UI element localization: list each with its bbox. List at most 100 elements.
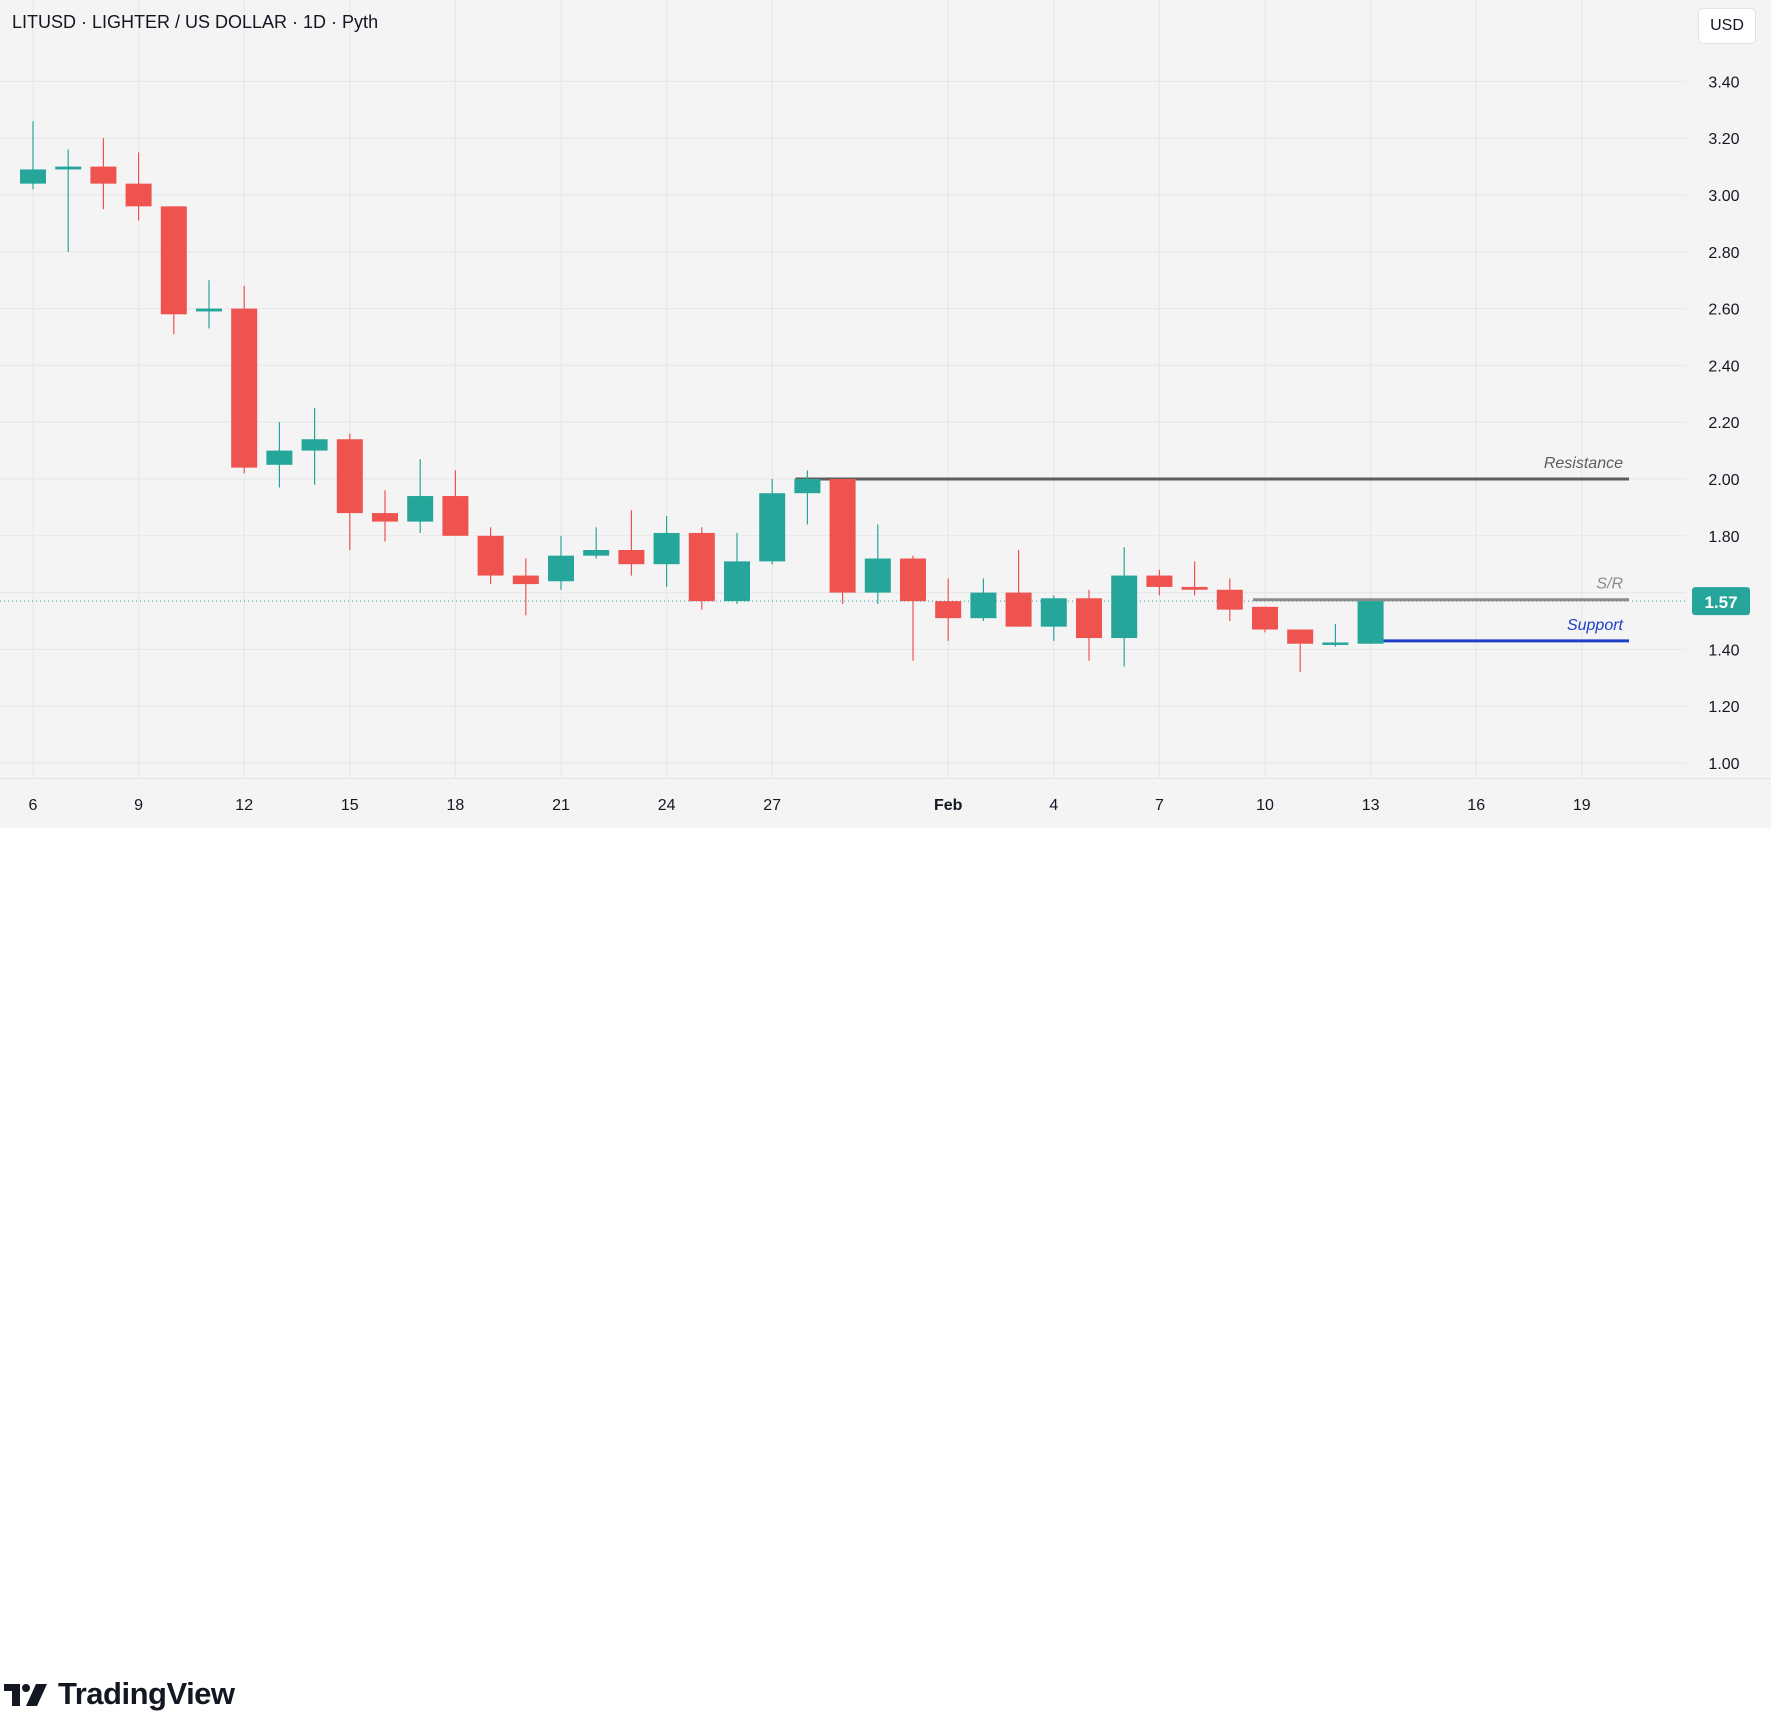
y-tick-label: 1.00 (1708, 756, 1739, 773)
candle-up[interactable] (1322, 623, 1349, 647)
candle-body (477, 535, 504, 576)
candle-up[interactable] (583, 527, 610, 559)
candle-body (1322, 642, 1349, 645)
symbol-title[interactable]: LITUSD · LIGHTER / US DOLLAR · 1D · Pyth (12, 12, 379, 32)
candle-up[interactable] (653, 515, 680, 587)
candle-down[interactable] (512, 558, 539, 616)
x-tick-label: 10 (1256, 797, 1274, 814)
candle-down[interactable] (618, 510, 645, 576)
candle-down[interactable] (1287, 629, 1314, 673)
drawn-lines[interactable]: Resistance S/R Support (0, 455, 1686, 643)
candle-up[interactable] (1357, 601, 1384, 644)
y-tick-label: 2.20 (1708, 415, 1739, 432)
candle-down[interactable] (1005, 550, 1032, 627)
candle-down[interactable] (125, 152, 152, 221)
candle-body (90, 166, 117, 184)
candle-body (864, 558, 891, 593)
candle-down[interactable] (372, 490, 398, 542)
candle-up[interactable] (196, 280, 222, 329)
x-tick-label: 7 (1155, 797, 1164, 814)
y-tick-label: 2.00 (1708, 472, 1739, 489)
candle-body (160, 206, 187, 315)
candle-body (583, 550, 610, 556)
candle-body (1287, 629, 1314, 644)
candle-up[interactable] (794, 470, 821, 525)
y-tick-label: 3.40 (1708, 74, 1739, 91)
candle-down[interactable] (1076, 589, 1102, 661)
candle-up[interactable] (301, 408, 328, 485)
x-tick-label: 16 (1467, 797, 1485, 814)
candle-body (196, 308, 222, 312)
candle-down[interactable] (1216, 578, 1243, 621)
candle-up[interactable] (55, 149, 82, 252)
x-tick-label: 19 (1573, 797, 1591, 814)
candle-body (970, 592, 997, 619)
candle-down[interactable] (1252, 606, 1278, 633)
candle-down[interactable] (935, 578, 962, 641)
candle-body (372, 513, 398, 522)
candle-body (829, 479, 856, 593)
candle-body (1076, 598, 1102, 639)
tradingview-logo[interactable]: TradingView (4, 1676, 235, 1712)
x-tick-label: Feb (934, 797, 963, 814)
x-tick-label: 24 (658, 797, 676, 814)
tradingview-logo-text: TradingView (58, 1676, 235, 1711)
candles[interactable] (20, 121, 1384, 673)
candle-body (1111, 575, 1138, 639)
x-axis[interactable]: 6 9 12 15 18 21 24 27 Feb 4 7 10 13 16 19 (0, 778, 1771, 815)
y-tick-label: 1.40 (1708, 642, 1739, 659)
line-label-resistance: Resistance (1544, 455, 1623, 472)
candle-body (231, 308, 258, 468)
tradingview-logo-icon (4, 1684, 47, 1706)
candle-down[interactable] (336, 433, 363, 550)
candle-up[interactable] (20, 121, 46, 190)
x-tick-label: 27 (763, 797, 781, 814)
candle-body (55, 166, 82, 170)
candle-up[interactable] (759, 479, 786, 565)
y-tick-label: 1.80 (1708, 529, 1739, 546)
candle-body (724, 561, 750, 602)
candle-down[interactable] (160, 206, 187, 335)
candle-up[interactable] (864, 524, 891, 604)
candle-body (688, 532, 715, 602)
candle-body (1040, 598, 1067, 627)
candle-up[interactable] (970, 578, 997, 621)
candle-body (1181, 586, 1208, 590)
candle-body (548, 555, 574, 582)
candle-down[interactable] (688, 527, 715, 610)
candle-down[interactable] (90, 138, 117, 210)
candle-body (900, 558, 926, 602)
grid-lines (0, 0, 1686, 778)
candle-up[interactable] (1111, 547, 1138, 667)
y-axis[interactable]: 1.001.201.401.601.802.002.202.402.602.80… (1708, 74, 1739, 773)
candle-down[interactable] (829, 479, 856, 604)
candle-up[interactable] (548, 535, 574, 590)
candle-up[interactable] (266, 422, 293, 488)
candle-body (266, 450, 293, 465)
candle-body (653, 532, 680, 565)
candle-down[interactable] (1181, 561, 1208, 596)
candle-body (1005, 592, 1032, 627)
x-tick-label: 15 (341, 797, 359, 814)
candle-down[interactable] (442, 470, 469, 536)
candle-up[interactable] (724, 532, 750, 604)
x-tick-label: 12 (235, 797, 253, 814)
candle-down[interactable] (477, 527, 504, 585)
candle-up[interactable] (1040, 595, 1067, 641)
candle-down[interactable] (900, 555, 926, 661)
currency-button[interactable]: USD (1698, 8, 1756, 44)
y-tick-label: 2.60 (1708, 302, 1739, 319)
candle-down[interactable] (1146, 569, 1173, 596)
candle-up[interactable] (407, 459, 434, 533)
y-tick-label: 3.20 (1708, 131, 1739, 148)
candle-body (20, 169, 46, 184)
candle-body (1357, 601, 1384, 644)
candle-body (512, 575, 539, 585)
x-tick-label: 21 (552, 797, 570, 814)
candle-body (1252, 606, 1278, 630)
candle-body (794, 479, 821, 494)
last-price-marker: 1.57 (1692, 587, 1750, 616)
candle-down[interactable] (231, 285, 258, 474)
